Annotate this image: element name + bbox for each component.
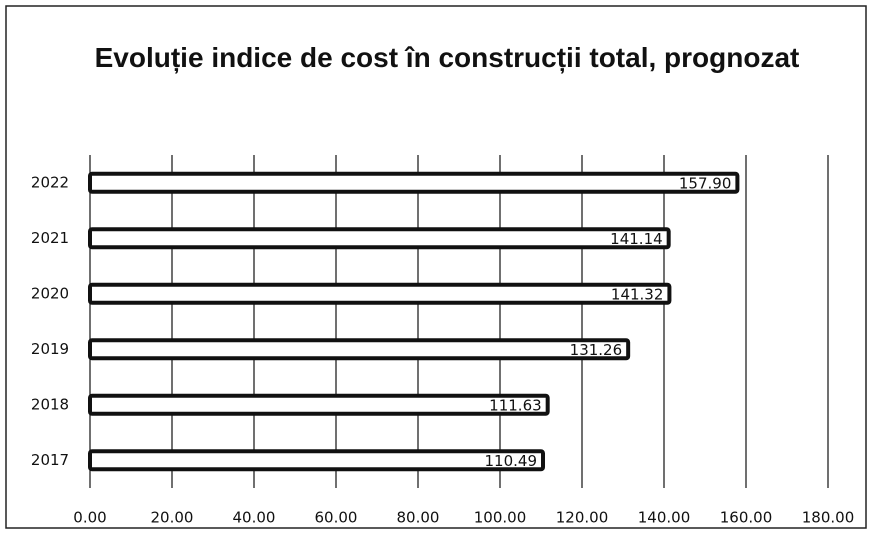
data-label: 110.49 xyxy=(485,452,538,470)
y-tick-label: 2020 xyxy=(31,284,69,302)
y-tick-label: 2021 xyxy=(31,229,69,247)
x-tick-label: 140.00 xyxy=(638,509,691,527)
data-label: 157.90 xyxy=(679,174,732,192)
x-tick-label: 180.00 xyxy=(802,509,855,527)
y-tick-label: 2019 xyxy=(31,340,69,358)
chart-border xyxy=(5,5,867,529)
chart-title: Evoluție indice de cost în construcții t… xyxy=(94,42,800,73)
x-tick-label: 20.00 xyxy=(151,509,194,527)
x-tick-label: 160.00 xyxy=(720,509,773,527)
data-label: 111.63 xyxy=(489,396,542,414)
bar xyxy=(88,393,550,416)
x-tick-label: 40.00 xyxy=(233,509,276,527)
bar xyxy=(88,282,672,305)
x-tick-label: 80.00 xyxy=(397,509,440,527)
bar xyxy=(88,449,546,472)
x-tick-label: 60.00 xyxy=(315,509,358,527)
bar xyxy=(88,227,671,250)
y-tick-label: 2017 xyxy=(31,451,69,469)
x-tick-label: 0.00 xyxy=(73,509,106,527)
x-tick-label: 120.00 xyxy=(556,509,609,527)
x-tick-label: 100.00 xyxy=(474,509,527,527)
bar xyxy=(88,171,740,194)
y-tick-label: 2018 xyxy=(31,395,69,413)
data-label: 131.26 xyxy=(570,341,623,359)
data-label: 141.32 xyxy=(611,285,664,303)
y-tick-label: 2022 xyxy=(31,173,69,191)
data-label: 141.14 xyxy=(610,230,663,248)
bar xyxy=(88,338,631,361)
